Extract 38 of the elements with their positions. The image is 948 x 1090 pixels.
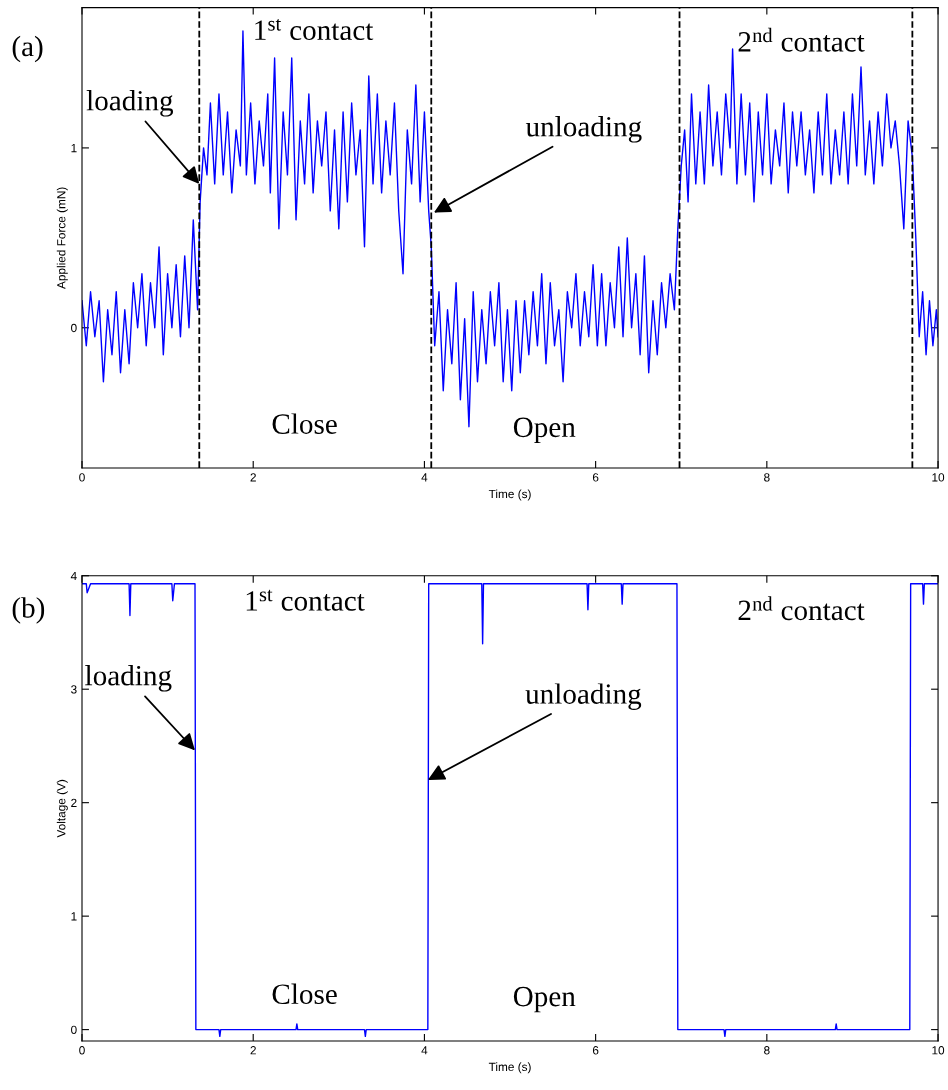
x-tick-label: 10: [932, 473, 945, 482]
y-tick-label: 1: [71, 912, 77, 921]
x-tick-label: 8: [764, 473, 770, 482]
y-tick-label: 4: [70, 571, 77, 581]
x-tick-label: 2: [250, 473, 256, 482]
x-tick-label: 6: [592, 1046, 599, 1055]
y-axis-title: Voltage (V): [56, 779, 68, 838]
x-axis-title: Time (s): [488, 1062, 531, 1074]
line-series: [82, 582, 939, 1038]
annotation: unloading: [525, 683, 642, 710]
annotation: 2$^{nd}$ contact: [738, 596, 865, 621]
x-tick-label: 8: [764, 1046, 770, 1055]
x-tick-label: 0: [79, 473, 85, 482]
y-tick-label: 1: [71, 144, 77, 153]
text: (a): [12, 35, 43, 63]
annotation: Close: [272, 983, 337, 1005]
annotation: unloading: [525, 116, 642, 143]
annotation: 1$^{st}$ contact: [246, 589, 365, 611]
annotation: loading: [85, 664, 172, 692]
y-tick-label: 3: [71, 685, 77, 694]
annotation: 1$^{st}$ contact: [255, 18, 374, 41]
x-tick-label: 4: [421, 473, 428, 482]
x-tick-label: 6: [592, 473, 599, 482]
y-tick-label: 0: [71, 323, 77, 333]
y-axis-title: Applied Force (mN): [56, 187, 68, 289]
annotation: Open: [513, 417, 576, 444]
x-tick-label: 10: [932, 1046, 945, 1055]
annotation: 2$^{nd}$ contact: [738, 27, 865, 52]
x-tick-label: 4: [421, 1046, 428, 1055]
annotation: Close: [272, 413, 337, 434]
x-tick-label: 2: [250, 1046, 256, 1055]
text: (b): [12, 597, 45, 624]
x-tick-label: 0: [79, 1046, 85, 1055]
annotation: loading: [86, 90, 174, 117]
x-axis-title: Time (s): [488, 489, 531, 501]
annotation: Open: [513, 986, 576, 1013]
y-tick-label: 0: [71, 1025, 77, 1034]
y-tick-label: 2: [71, 798, 77, 807]
